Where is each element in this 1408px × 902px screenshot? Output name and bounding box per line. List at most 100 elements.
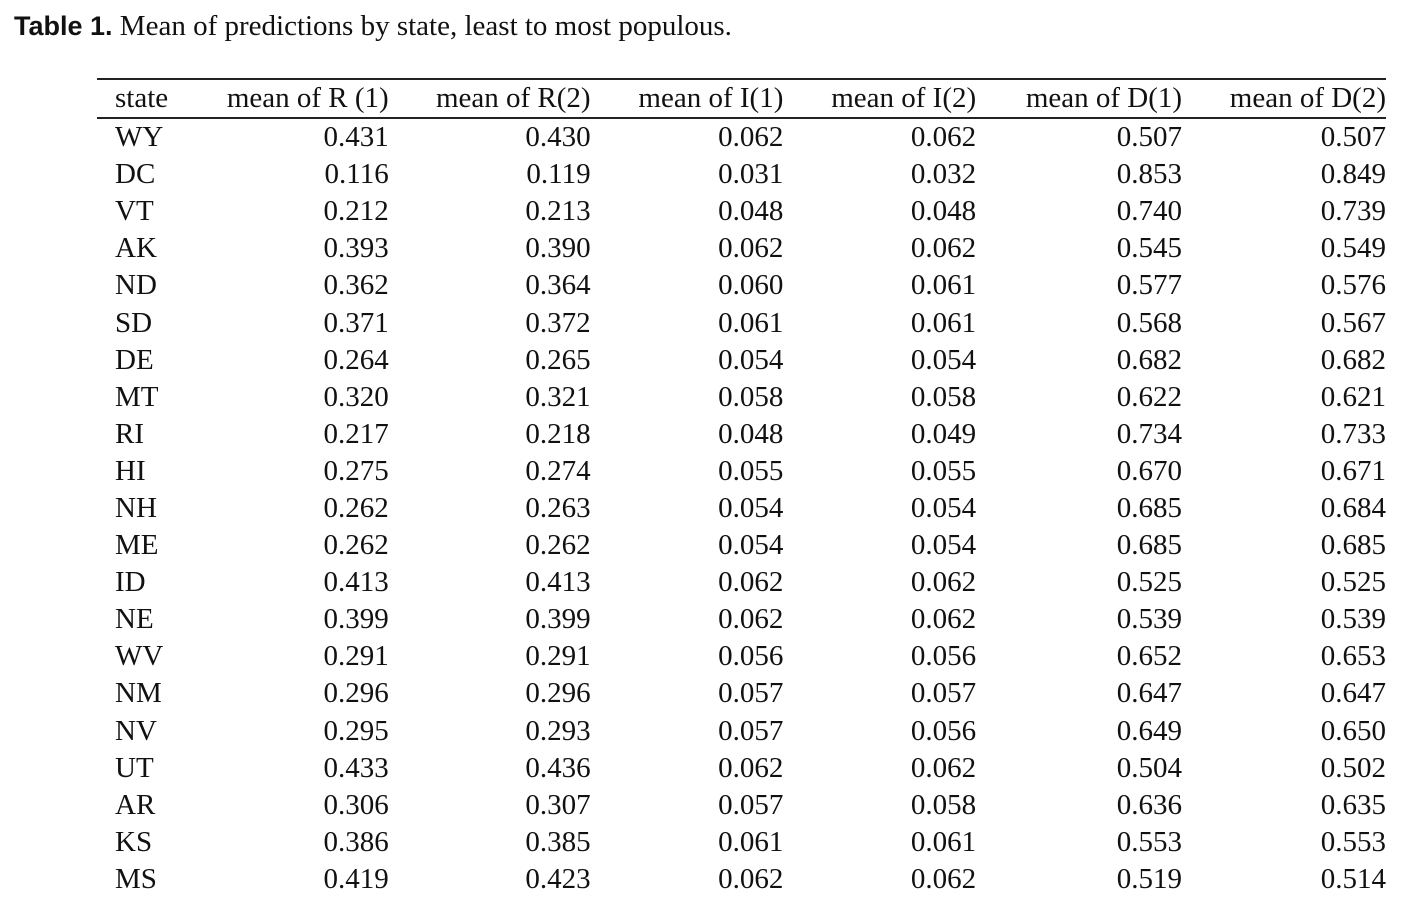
- table-row: VT 0.212 0.213 0.048 0.048 0.740 0.739: [97, 193, 1386, 230]
- header-mean-i2: mean of I(2): [831, 82, 977, 114]
- table-caption: Table 1. Mean of predictions by state, l…: [14, 8, 732, 44]
- cell-mean-d1: 0.734: [1116, 417, 1183, 450]
- cell-mean-r2: 0.263: [525, 491, 591, 524]
- cell-state: KS: [115, 825, 153, 858]
- cell-mean-d2: 0.635: [1320, 788, 1386, 821]
- cell-mean-i1: 0.054: [718, 491, 784, 524]
- cell-state: NH: [115, 491, 157, 524]
- cell-state: RI: [115, 417, 144, 450]
- cell-mean-i2: 0.032: [910, 158, 977, 191]
- cell-mean-r2: 0.390: [525, 232, 591, 265]
- cell-mean-d1: 0.577: [1116, 269, 1183, 302]
- cell-mean-r2: 0.385: [525, 825, 591, 858]
- cell-mean-i1: 0.061: [718, 306, 784, 339]
- cell-mean-d1: 0.507: [1116, 121, 1183, 154]
- cell-state: HI: [115, 454, 146, 487]
- cell-mean-d2: 0.539: [1320, 603, 1386, 636]
- cell-mean-i1: 0.062: [718, 603, 784, 636]
- table-row: NV 0.295 0.293 0.057 0.056 0.649 0.650: [97, 713, 1386, 750]
- cell-mean-r1: 0.217: [323, 417, 389, 450]
- cell-mean-d1: 0.685: [1116, 491, 1183, 524]
- cell-mean-r2: 0.296: [525, 677, 591, 710]
- cell-mean-d2: 0.553: [1320, 825, 1386, 858]
- cell-mean-i2: 0.058: [910, 788, 977, 821]
- cell-mean-i2: 0.062: [910, 121, 977, 154]
- cell-mean-r2: 0.436: [525, 751, 591, 784]
- cell-mean-r1: 0.116: [324, 158, 389, 191]
- cell-state: ID: [115, 566, 146, 599]
- cell-mean-r2: 0.262: [525, 529, 591, 562]
- cell-mean-d2: 0.525: [1320, 566, 1386, 599]
- cell-state: ND: [115, 269, 157, 302]
- cell-mean-r1: 0.295: [323, 714, 389, 747]
- cell-state: WY: [115, 121, 164, 154]
- cell-mean-d1: 0.568: [1116, 306, 1183, 339]
- cell-mean-r2: 0.265: [525, 343, 591, 376]
- header-mean-r1: mean of R (1): [226, 82, 389, 114]
- header-mean-d2: mean of D(2): [1229, 82, 1386, 114]
- cell-mean-i1: 0.062: [718, 232, 784, 265]
- table-row: SD 0.371 0.372 0.061 0.061 0.568 0.567: [97, 304, 1386, 341]
- cell-mean-r1: 0.413: [323, 566, 389, 599]
- cell-mean-i2: 0.061: [910, 825, 977, 858]
- table-row: MT 0.320 0.321 0.058 0.058 0.622 0.621: [97, 379, 1386, 416]
- cell-mean-r1: 0.264: [323, 343, 389, 376]
- cell-mean-i2: 0.061: [910, 306, 977, 339]
- table-row: UT 0.433 0.436 0.062 0.062 0.504 0.502: [97, 750, 1386, 787]
- cell-mean-r1: 0.419: [323, 862, 389, 895]
- cell-mean-i1: 0.062: [718, 751, 784, 784]
- cell-mean-r1: 0.262: [323, 491, 389, 524]
- cell-mean-r2: 0.364: [525, 269, 591, 302]
- table-row: RI 0.217 0.218 0.048 0.049 0.734 0.733: [97, 416, 1386, 453]
- table-row: NE 0.399 0.399 0.062 0.062 0.539 0.539: [97, 601, 1386, 638]
- cell-mean-i1: 0.058: [718, 380, 784, 413]
- cell-state: WV: [115, 640, 164, 673]
- cell-mean-d1: 0.740: [1116, 195, 1183, 228]
- cell-mean-i2: 0.062: [910, 603, 977, 636]
- table-row: NH 0.262 0.263 0.054 0.054 0.685 0.684: [97, 490, 1386, 527]
- cell-mean-i2: 0.062: [910, 751, 977, 784]
- cell-mean-r2: 0.423: [525, 862, 591, 895]
- cell-mean-i2: 0.056: [910, 714, 977, 747]
- cell-mean-d2: 0.650: [1320, 714, 1386, 747]
- header-mean-d1: mean of D(1): [1025, 82, 1183, 114]
- cell-mean-r1: 0.320: [323, 380, 389, 413]
- cell-mean-i1: 0.062: [718, 121, 784, 154]
- cell-mean-d2: 0.647: [1320, 677, 1386, 710]
- cell-mean-r2: 0.399: [525, 603, 591, 636]
- table-row: WY 0.431 0.430 0.062 0.062 0.507 0.507: [97, 118, 1386, 156]
- cell-mean-r2: 0.413: [525, 566, 591, 599]
- cell-mean-d2: 0.567: [1320, 306, 1386, 339]
- cell-mean-d2: 0.733: [1320, 417, 1386, 450]
- cell-mean-d2: 0.502: [1320, 751, 1386, 784]
- cell-mean-i1: 0.057: [718, 788, 784, 821]
- cell-mean-d1: 0.553: [1116, 825, 1183, 858]
- cell-mean-i2: 0.058: [910, 380, 977, 413]
- cell-mean-d1: 0.545: [1116, 232, 1183, 265]
- cell-mean-r2: 0.119: [526, 158, 591, 191]
- cell-mean-d1: 0.652: [1116, 640, 1183, 673]
- cell-mean-i2: 0.049: [910, 417, 977, 450]
- cell-mean-r2: 0.293: [525, 714, 591, 747]
- cell-state: VT: [115, 195, 154, 228]
- cell-mean-r1: 0.306: [323, 788, 389, 821]
- cell-mean-r2: 0.372: [525, 306, 591, 339]
- table-row: ND 0.362 0.364 0.060 0.061 0.577 0.576: [97, 267, 1386, 304]
- cell-mean-r1: 0.433: [323, 751, 389, 784]
- cell-mean-r1: 0.275: [323, 454, 389, 487]
- cell-state: NV: [115, 714, 157, 747]
- cell-state: NM: [115, 677, 162, 710]
- table-row: KS 0.386 0.385 0.061 0.061 0.553 0.553: [97, 824, 1386, 861]
- cell-mean-d2: 0.507: [1320, 121, 1386, 154]
- cell-state: ME: [115, 529, 159, 562]
- cell-mean-i1: 0.055: [718, 454, 784, 487]
- cell-mean-d1: 0.622: [1116, 380, 1183, 413]
- cell-mean-i2: 0.057: [910, 677, 977, 710]
- cell-mean-d1: 0.853: [1116, 158, 1183, 191]
- cell-mean-i1: 0.060: [718, 269, 784, 302]
- predictions-table: state mean of R (1) mean of R(2) mean of…: [97, 78, 1386, 898]
- cell-mean-i2: 0.054: [910, 343, 977, 376]
- cell-state: AK: [115, 232, 157, 265]
- cell-mean-r2: 0.321: [525, 380, 591, 413]
- cell-mean-r1: 0.386: [323, 825, 389, 858]
